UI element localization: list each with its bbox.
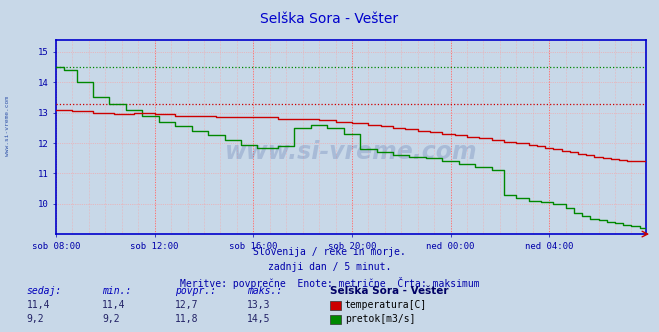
Text: pretok[m3/s]: pretok[m3/s] [345,314,415,324]
Text: temperatura[C]: temperatura[C] [345,300,427,310]
Text: Selška Sora - Vešter: Selška Sora - Vešter [260,12,399,26]
Text: Selška Sora - Vešter: Selška Sora - Vešter [330,286,448,296]
Text: povpr.:: povpr.: [175,286,215,296]
Text: www.si-vreme.com: www.si-vreme.com [5,96,11,156]
Text: 11,4: 11,4 [26,300,50,310]
Text: 14,5: 14,5 [247,314,271,324]
Text: maks.:: maks.: [247,286,282,296]
Text: sedaj:: sedaj: [26,286,61,296]
Text: 9,2: 9,2 [102,314,120,324]
Text: 9,2: 9,2 [26,314,44,324]
Text: Meritve: povprečne  Enote: metrične  Črta: maksimum: Meritve: povprečne Enote: metrične Črta:… [180,277,479,289]
Text: www.si-vreme.com: www.si-vreme.com [225,140,477,164]
Text: 12,7: 12,7 [175,300,198,310]
Text: 13,3: 13,3 [247,300,271,310]
Text: 11,8: 11,8 [175,314,198,324]
Text: zadnji dan / 5 minut.: zadnji dan / 5 minut. [268,262,391,272]
Text: Slovenija / reke in morje.: Slovenija / reke in morje. [253,247,406,257]
Text: 11,4: 11,4 [102,300,126,310]
Text: min.:: min.: [102,286,132,296]
